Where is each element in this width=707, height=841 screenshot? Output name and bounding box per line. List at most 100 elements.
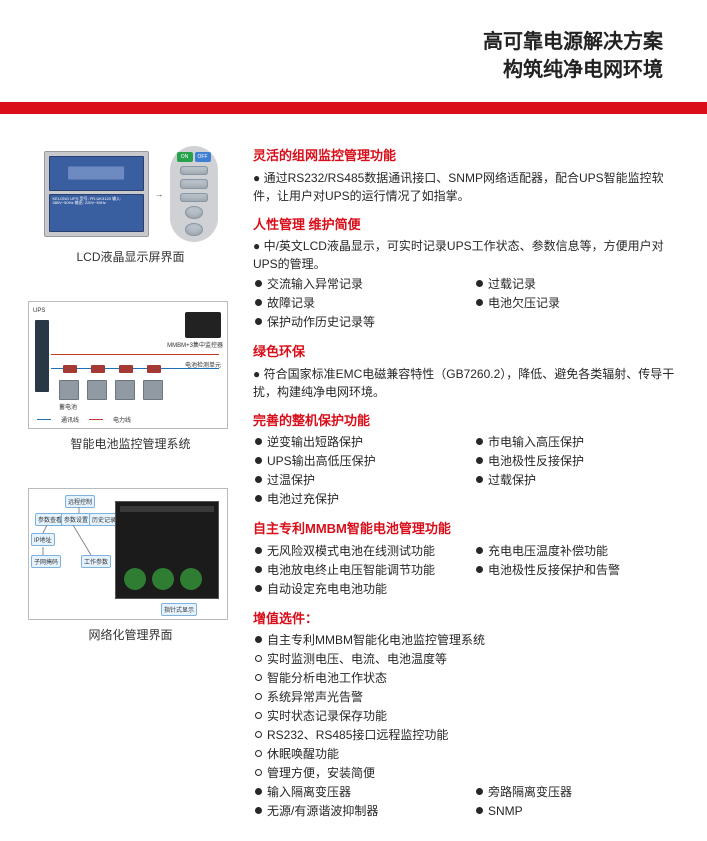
- figures-column: KELONG UPS 型号: FR-UK3120 输入: 380V~50Hz 输…: [28, 146, 233, 831]
- bullet-item: 实时状态记录保存功能: [253, 707, 679, 725]
- battery-icon: [143, 380, 163, 400]
- section-paragraph: ● 中/英文LCD液晶显示，可实时记录UPS工作状态、参数信息等，方便用户对UP…: [253, 237, 679, 273]
- section-title: 绿色环保: [253, 342, 679, 362]
- bullet-grid: 逆变输出短路保护市电输入高压保护 UPS输出高低压保护电池极性反接保护过温保护过载…: [253, 433, 679, 509]
- panel-button: [180, 166, 208, 175]
- bullet-item: 电池极性反接保护: [474, 452, 679, 470]
- bullet-item: SNMP: [474, 802, 679, 820]
- figure-caption: 智能电池监控管理系统: [28, 435, 233, 452]
- mmbm-label: MMBM+3集中监控器: [167, 340, 223, 349]
- bullet-grid: 无风险双模式电池在线测试功能充电电压温度补偿功能电池放电终止电压智能调节功能电池…: [253, 542, 679, 599]
- panel-button: [180, 193, 208, 202]
- bullet-item: 故障记录: [253, 294, 458, 312]
- bullet-item: 输入隔离变压器: [253, 783, 458, 801]
- net-node: 工作参数: [81, 555, 111, 568]
- bullet-item: 旁路隔离变压器: [474, 783, 679, 801]
- gauge-icon: [152, 568, 174, 590]
- connector-lines: [29, 489, 117, 619]
- gauge-icon: [124, 568, 146, 590]
- bullet-item: 逆变输出短路保护: [253, 433, 458, 451]
- accent-bar: [0, 102, 707, 114]
- sensor-icon: [119, 365, 133, 373]
- diagram-legend: 通讯线 电力线: [37, 415, 131, 424]
- bullet-item: 电池放电终止电压智能调节功能: [253, 561, 458, 579]
- section-title: 完善的整机保护功能: [253, 411, 679, 431]
- ups-tower-icon: [35, 320, 49, 392]
- bullet-item: 系统异常声光告警: [253, 688, 679, 706]
- bullet-item: RS232、RS485接口远程监控功能: [253, 726, 679, 744]
- section: 绿色环保 ● 符合国家标准EMC电磁兼容特性（GB7260.2），降低、避免各类辐…: [253, 342, 679, 401]
- section: 自主专利MMBM智能电池管理功能无风险双模式电池在线测试功能充电电压温度补偿功能…: [253, 519, 679, 599]
- figure-caption: 网络化管理界面: [28, 626, 233, 643]
- section: 灵活的组网监控管理功能● 通过RS232/RS485数据通讯接口、SNMP网络适…: [253, 146, 679, 205]
- text-column: 灵活的组网监控管理功能● 通过RS232/RS485数据通讯接口、SNMP网络适…: [253, 146, 679, 831]
- bullet-item: 过载记录: [474, 275, 679, 293]
- bullet-item: UPS输出高低压保护: [253, 452, 458, 470]
- net-node: IP地址: [31, 533, 55, 546]
- bullet-item: 充电电压温度补偿功能: [474, 542, 679, 560]
- body-row: KELONG UPS 型号: FR-UK3120 输入: 380V~50Hz 输…: [28, 146, 679, 831]
- legend-swatch-comm: [37, 419, 51, 420]
- bullet-item: 无源/有源谐波抑制器: [253, 802, 458, 820]
- bullet-item: 市电输入高压保护: [474, 433, 679, 451]
- bullet-item: 过载保护: [474, 471, 679, 489]
- legend-label: 通讯线: [61, 415, 79, 424]
- bullet-item: 电池欠压记录: [474, 294, 679, 312]
- section: 增值选件：自主专利MMBM智能化电池监控管理系统实时监测电压、电流、电池温度等智…: [253, 609, 679, 822]
- bullet-grid: 自主专利MMBM智能化电池监控管理系统实时监测电压、电流、电池温度等智能分析电池…: [253, 631, 679, 821]
- bullet-grid: 交流输入异常记录过载记录故障记录电池欠压记录保护动作历史记录等: [253, 275, 679, 332]
- lcd-top-panel: [49, 156, 144, 191]
- monitor-screen: [115, 501, 219, 599]
- header-titles: 高可靠电源解决方案 构筑纯净电网环境: [28, 28, 679, 84]
- legend-label: 电力线: [113, 415, 131, 424]
- net-node: 参数设置: [61, 513, 91, 526]
- sensor-icon: [147, 365, 161, 373]
- bullet-item: 休眠唤醒功能: [253, 745, 679, 763]
- section-title: 灵活的组网监控管理功能: [253, 146, 679, 166]
- bullet-item: 过温保护: [253, 471, 458, 489]
- lcd-button-panel: ON OFF: [170, 146, 218, 242]
- section-paragraph: ● 符合国家标准EMC电磁兼容特性（GB7260.2），降低、避免各类辐射、传导…: [253, 365, 679, 401]
- bullet-item: 电池过充保护: [253, 490, 679, 508]
- panel-round-button: [185, 223, 203, 236]
- lcd-wrap: KELONG UPS 型号: FR-UK3120 输入: 380V~50Hz 输…: [28, 146, 233, 242]
- power-line: [51, 354, 219, 355]
- ups-label: UPS: [33, 308, 45, 314]
- bullet-item: 自主专利MMBM智能化电池监控管理系统: [253, 631, 679, 649]
- figure-lcd: KELONG UPS 型号: FR-UK3120 输入: 380V~50Hz 输…: [28, 146, 233, 265]
- panel-button: [180, 179, 208, 188]
- net-node: 子网掩码: [31, 555, 61, 568]
- bullet-item: 实时监测电压、电流、电池温度等: [253, 650, 679, 668]
- battery-icon: [115, 380, 135, 400]
- bullet-item: 交流输入异常记录: [253, 275, 458, 293]
- bullet-item: 智能分析电池工作状态: [253, 669, 679, 687]
- bullet-item: 电池极性反接保护和告警: [474, 561, 679, 579]
- page: 高可靠电源解决方案 构筑纯净电网环境 KELONG UPS 型号: FR-UK3…: [0, 0, 707, 841]
- onoff-row: ON OFF: [177, 152, 211, 162]
- battery-icon: [59, 380, 79, 400]
- lcd-bottom-panel: KELONG UPS 型号: FR-UK3120 输入: 380V~50Hz 输…: [49, 194, 144, 233]
- header-line-2: 构筑纯净电网环境: [28, 56, 663, 84]
- sensor-icon: [91, 365, 105, 373]
- network-diagram: 远程控制 参数查看 参数设置 历史记录 IP地址 子网掩码 工作参数 指针式显示: [28, 488, 228, 620]
- header-line-1: 高可靠电源解决方案: [28, 28, 663, 56]
- section-title: 增值选件：: [253, 609, 679, 629]
- panel-round-button: [185, 206, 203, 219]
- gauge-icon: [180, 568, 202, 590]
- bullet-item: 管理方便，安装简便: [253, 764, 679, 782]
- net-node: 远程控制: [65, 495, 95, 508]
- section-title: 人性管理 维护简便: [253, 215, 679, 235]
- on-button: ON: [177, 152, 193, 162]
- figure-battery: UPS MMBM+3集中监控器 电池检测单元 蓄电池: [28, 301, 233, 452]
- section: 完善的整机保护功能逆变输出短路保护市电输入高压保护 UPS输出高低压保护电池极性反…: [253, 411, 679, 510]
- sensor-icon: [63, 365, 77, 373]
- legend-swatch-power: [89, 419, 103, 420]
- arrow-icon: →: [155, 189, 164, 199]
- figure-caption: LCD液晶显示屏界面: [28, 248, 233, 265]
- batteries-row: [59, 380, 177, 400]
- section: 人性管理 维护简便● 中/英文LCD液晶显示，可实时记录UPS工作状态、参数信息…: [253, 215, 679, 333]
- section-title: 自主专利MMBM智能电池管理功能: [253, 519, 679, 539]
- lcd-screen: KELONG UPS 型号: FR-UK3120 输入: 380V~50Hz 输…: [44, 151, 149, 237]
- bullet-item: 无风险双模式电池在线测试功能: [253, 542, 458, 560]
- pointer-label: 指针式显示: [161, 603, 197, 616]
